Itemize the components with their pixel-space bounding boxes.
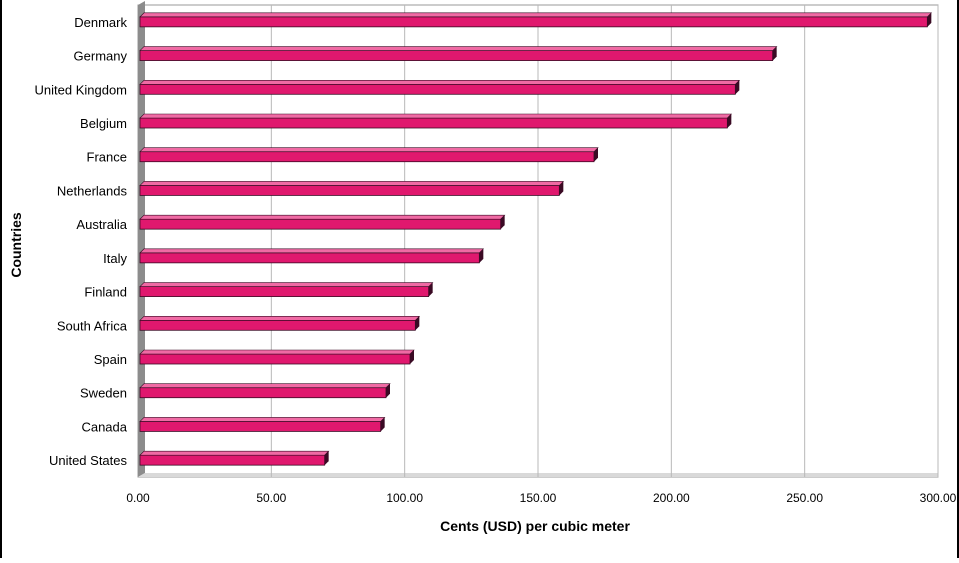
bar-top bbox=[139, 417, 386, 422]
bar bbox=[139, 79, 741, 95]
category-label: Denmark bbox=[74, 15, 127, 30]
bar bbox=[139, 46, 778, 61]
bar-top bbox=[139, 12, 933, 18]
bar-top bbox=[139, 349, 415, 355]
x-tick-label: 250.00 bbox=[786, 491, 823, 505]
category-label: United Kingdom bbox=[35, 82, 128, 97]
bar-end bbox=[727, 114, 732, 128]
x-tick-label: 200.00 bbox=[653, 491, 690, 505]
bar-end bbox=[927, 12, 932, 27]
x-tick-label: 300.00 bbox=[920, 491, 957, 505]
x-tick-label: 0.00 bbox=[126, 491, 150, 505]
x-tick-label: 50.00 bbox=[256, 491, 286, 505]
category-label: Belgium bbox=[80, 116, 127, 131]
bar-top bbox=[139, 214, 506, 220]
bar bbox=[139, 417, 386, 432]
bar-front bbox=[139, 421, 382, 432]
bar-front bbox=[139, 252, 480, 264]
category-label: South Africa bbox=[57, 318, 128, 333]
bar-front bbox=[139, 50, 774, 61]
bar-front bbox=[139, 16, 928, 28]
bar-end bbox=[380, 417, 385, 432]
bar-end bbox=[500, 215, 505, 230]
bar-end bbox=[594, 147, 598, 162]
x-axis-title: Cents (USD) per cubic meter bbox=[440, 518, 630, 534]
bar-top bbox=[139, 315, 421, 321]
bar-top bbox=[139, 147, 599, 153]
bar-end bbox=[410, 350, 414, 364]
left-wall bbox=[138, 1, 145, 477]
bar-front bbox=[139, 185, 560, 196]
category-label: Netherlands bbox=[57, 183, 128, 198]
bar-end bbox=[415, 316, 420, 331]
bar-top bbox=[139, 282, 434, 287]
bar-front bbox=[139, 319, 416, 331]
bar-front bbox=[139, 286, 430, 297]
bar-front bbox=[139, 454, 326, 466]
bar-end bbox=[386, 383, 390, 398]
bar bbox=[139, 383, 391, 399]
category-label: Sweden bbox=[80, 386, 127, 401]
x-tick-label: 150.00 bbox=[520, 491, 557, 505]
bar-front bbox=[139, 117, 728, 129]
category-label: Spain bbox=[94, 352, 127, 367]
bar-top bbox=[139, 79, 741, 85]
bar-front bbox=[139, 387, 387, 399]
bar-end bbox=[479, 248, 484, 263]
bar-front bbox=[139, 151, 595, 163]
bar-top bbox=[139, 46, 778, 51]
bar bbox=[139, 147, 599, 163]
bar-end bbox=[559, 181, 564, 196]
bar bbox=[139, 315, 421, 331]
bar-end bbox=[735, 80, 740, 95]
bar bbox=[139, 349, 415, 365]
bar bbox=[139, 12, 933, 28]
bar-front bbox=[139, 353, 411, 365]
bar-front bbox=[139, 83, 736, 95]
y-axis-title: Countries bbox=[8, 212, 24, 278]
bar-end bbox=[324, 451, 329, 466]
bar bbox=[139, 248, 485, 264]
bar-end bbox=[772, 46, 777, 61]
category-label: Canada bbox=[81, 419, 127, 434]
category-label: Italy bbox=[103, 251, 127, 266]
bar-front bbox=[139, 218, 502, 230]
bar-end bbox=[428, 282, 433, 297]
bar bbox=[139, 181, 565, 196]
bar bbox=[139, 282, 434, 297]
bar-top bbox=[139, 113, 733, 119]
bar bbox=[139, 113, 733, 129]
bar bbox=[139, 450, 330, 466]
x-tick-label: 100.00 bbox=[386, 491, 423, 505]
bar-top bbox=[139, 181, 565, 186]
category-label: Finland bbox=[84, 285, 127, 300]
category-label: France bbox=[87, 150, 127, 165]
category-label: Germany bbox=[74, 49, 128, 64]
category-label: United States bbox=[49, 453, 128, 468]
bar bbox=[139, 214, 506, 230]
category-label: Australia bbox=[76, 217, 127, 232]
bar-top bbox=[139, 383, 391, 389]
bar-top bbox=[139, 248, 485, 254]
bar-top bbox=[139, 450, 330, 456]
